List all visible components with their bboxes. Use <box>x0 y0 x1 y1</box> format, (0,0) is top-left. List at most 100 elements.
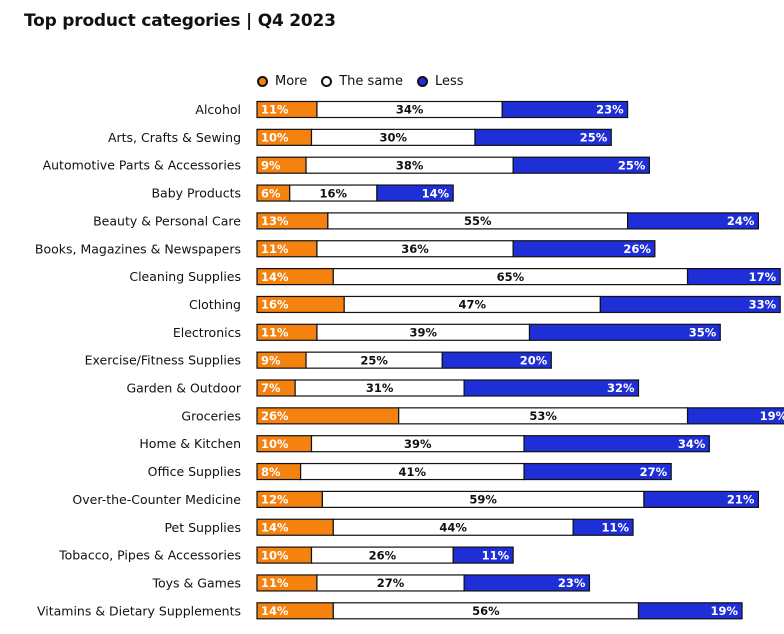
value-label-more-books-magazines-newspapers: 11% <box>261 242 289 256</box>
category-label-office-supplies: Office Supplies <box>148 464 241 479</box>
category-label-automotive-parts-accessories: Automotive Parts & Accessories <box>43 158 241 173</box>
category-label-pet-supplies: Pet Supplies <box>164 520 241 535</box>
value-label-less-tobacco-pipes-accessories: 11% <box>482 548 510 562</box>
bar-less-garden-outdoor <box>463 379 640 397</box>
bar-less-office-supplies <box>523 462 672 481</box>
value-label-the-same-vitamins-dietary-supplements: 56% <box>472 604 500 618</box>
value-label-less-exercise-fitness-supplies: 20% <box>520 353 548 367</box>
category-label-alcohol: Alcohol <box>195 102 241 117</box>
category-label-toys-games: Toys & Games <box>152 575 242 590</box>
legend-item-the-same: The same <box>321 74 403 89</box>
value-label-the-same-books-magazines-newspapers: 36% <box>401 242 429 256</box>
bar-less-arts-crafts-sewing <box>474 128 612 146</box>
legend-swatch-more <box>257 75 268 87</box>
value-label-the-same-alcohol: 34% <box>396 103 424 117</box>
value-label-less-alcohol: 23% <box>596 103 624 117</box>
category-label-baby-products: Baby Products <box>151 186 241 201</box>
value-label-less-groceries: 19% <box>760 409 784 423</box>
value-label-the-same-baby-products: 16% <box>320 186 348 200</box>
category-label-electronics: Electronics <box>173 325 241 340</box>
category-label-tobacco-pipes-accessories: Tobacco, Pipes & Accessories <box>58 548 241 563</box>
value-label-more-home-kitchen: 10% <box>261 437 289 451</box>
value-label-less-books-magazines-newspapers: 26% <box>623 242 651 256</box>
category-label-vitamins-dietary-supplements: Vitamins & Dietary Supplements <box>37 603 241 618</box>
value-label-less-office-supplies: 27% <box>640 465 668 479</box>
category-label-exercise-fitness-supplies: Exercise/Fitness Supplies <box>85 353 241 368</box>
bar-less-baby-products <box>376 184 454 202</box>
bar-less-over-the-counter-medicine <box>643 490 760 508</box>
value-label-the-same-tobacco-pipes-accessories: 26% <box>369 548 397 562</box>
category-label-over-the-counter-medicine: Over-the-Counter Medicine <box>72 492 241 507</box>
legend-item-more: More <box>257 74 307 89</box>
bar-less-automotive-parts-accessories <box>512 156 651 174</box>
bar-less-toys-games <box>463 574 591 592</box>
value-label-more-toys-games: 11% <box>261 576 289 590</box>
value-label-less-vitamins-dietary-supplements: 19% <box>711 604 739 618</box>
value-label-less-garden-outdoor: 32% <box>607 381 635 395</box>
value-label-the-same-office-supplies: 41% <box>399 465 427 479</box>
bar-less-books-magazines-newspapers <box>512 240 656 258</box>
value-label-less-automotive-parts-accessories: 25% <box>618 158 646 172</box>
value-label-more-groceries: 26% <box>261 409 289 423</box>
bar-less-beauty-personal-care <box>626 212 759 230</box>
value-label-more-over-the-counter-medicine: 12% <box>261 493 289 507</box>
value-label-less-electronics: 35% <box>689 326 717 340</box>
category-label-groceries: Groceries <box>181 408 241 423</box>
value-label-more-garden-outdoor: 7% <box>261 381 281 395</box>
bar-less-home-kitchen <box>523 435 710 453</box>
legend-swatch-less <box>416 75 428 87</box>
legend-swatch-the-same <box>321 75 333 87</box>
category-label-clothing: Clothing <box>189 297 241 312</box>
legend-label-more: More <box>275 73 308 89</box>
value-label-the-same-automotive-parts-accessories: 38% <box>396 158 424 172</box>
value-label-more-electronics: 11% <box>261 326 289 340</box>
value-label-more-office-supplies: 8% <box>261 465 281 479</box>
category-label-garden-outdoor: Garden & Outdoor <box>126 381 241 396</box>
category-label-arts-crafts-sewing: Arts, Crafts & Sewing <box>108 130 241 145</box>
value-label-more-automotive-parts-accessories: 9% <box>261 158 281 172</box>
value-label-less-arts-crafts-sewing: 25% <box>580 131 608 145</box>
value-label-more-exercise-fitness-supplies: 9% <box>261 353 281 367</box>
bar-less-pet-supplies <box>572 518 634 536</box>
bar-less-vitamins-dietary-supplements <box>637 602 743 620</box>
value-label-less-toys-games: 23% <box>558 576 586 590</box>
value-label-the-same-pet-supplies: 44% <box>439 520 467 534</box>
legend-label-the-same: The same <box>339 73 403 89</box>
bar-less-electronics <box>528 323 721 341</box>
category-label-beauty-personal-care: Beauty & Personal Care <box>93 213 241 228</box>
value-label-less-home-kitchen: 34% <box>678 437 706 451</box>
value-label-more-beauty-personal-care: 13% <box>261 214 289 228</box>
value-label-more-arts-crafts-sewing: 10% <box>261 131 289 145</box>
value-label-the-same-garden-outdoor: 31% <box>366 381 394 395</box>
value-label-the-same-exercise-fitness-supplies: 25% <box>360 353 388 367</box>
bar-less-clothing <box>599 295 781 314</box>
value-label-the-same-over-the-counter-medicine: 59% <box>469 493 497 507</box>
value-label-less-over-the-counter-medicine: 21% <box>727 493 755 507</box>
value-label-the-same-home-kitchen: 39% <box>404 437 432 451</box>
category-label-cleaning-supplies: Cleaning Supplies <box>129 269 241 284</box>
value-label-less-clothing: 33% <box>749 298 777 312</box>
bar-less-groceries <box>686 407 784 425</box>
value-label-less-pet-supplies: 11% <box>602 520 630 534</box>
value-label-less-cleaning-supplies: 17% <box>749 270 777 284</box>
value-label-less-beauty-personal-care: 24% <box>727 214 755 228</box>
value-label-more-cleaning-supplies: 14% <box>261 270 289 284</box>
value-label-the-same-clothing: 47% <box>459 298 487 312</box>
value-label-the-same-toys-games: 27% <box>377 576 405 590</box>
value-label-less-baby-products: 14% <box>422 186 450 200</box>
legend: More The same Less <box>257 72 478 90</box>
value-label-more-clothing: 16% <box>261 298 289 312</box>
value-label-more-vitamins-dietary-supplements: 14% <box>261 604 289 618</box>
legend-label-less: Less <box>434 73 464 89</box>
bar-less-alcohol <box>501 100 629 119</box>
value-label-the-same-electronics: 39% <box>409 326 437 340</box>
bar-less-cleaning-supplies <box>686 268 781 286</box>
value-label-the-same-cleaning-supplies: 65% <box>497 270 525 284</box>
value-label-more-baby-products: 6% <box>261 186 281 200</box>
chart-title: Top product categories | Q4 2023 <box>24 11 336 31</box>
value-label-more-tobacco-pipes-accessories: 10% <box>261 548 289 562</box>
category-label-home-kitchen: Home & Kitchen <box>139 436 241 451</box>
value-label-the-same-groceries: 53% <box>529 409 557 423</box>
value-label-more-pet-supplies: 14% <box>261 520 289 534</box>
